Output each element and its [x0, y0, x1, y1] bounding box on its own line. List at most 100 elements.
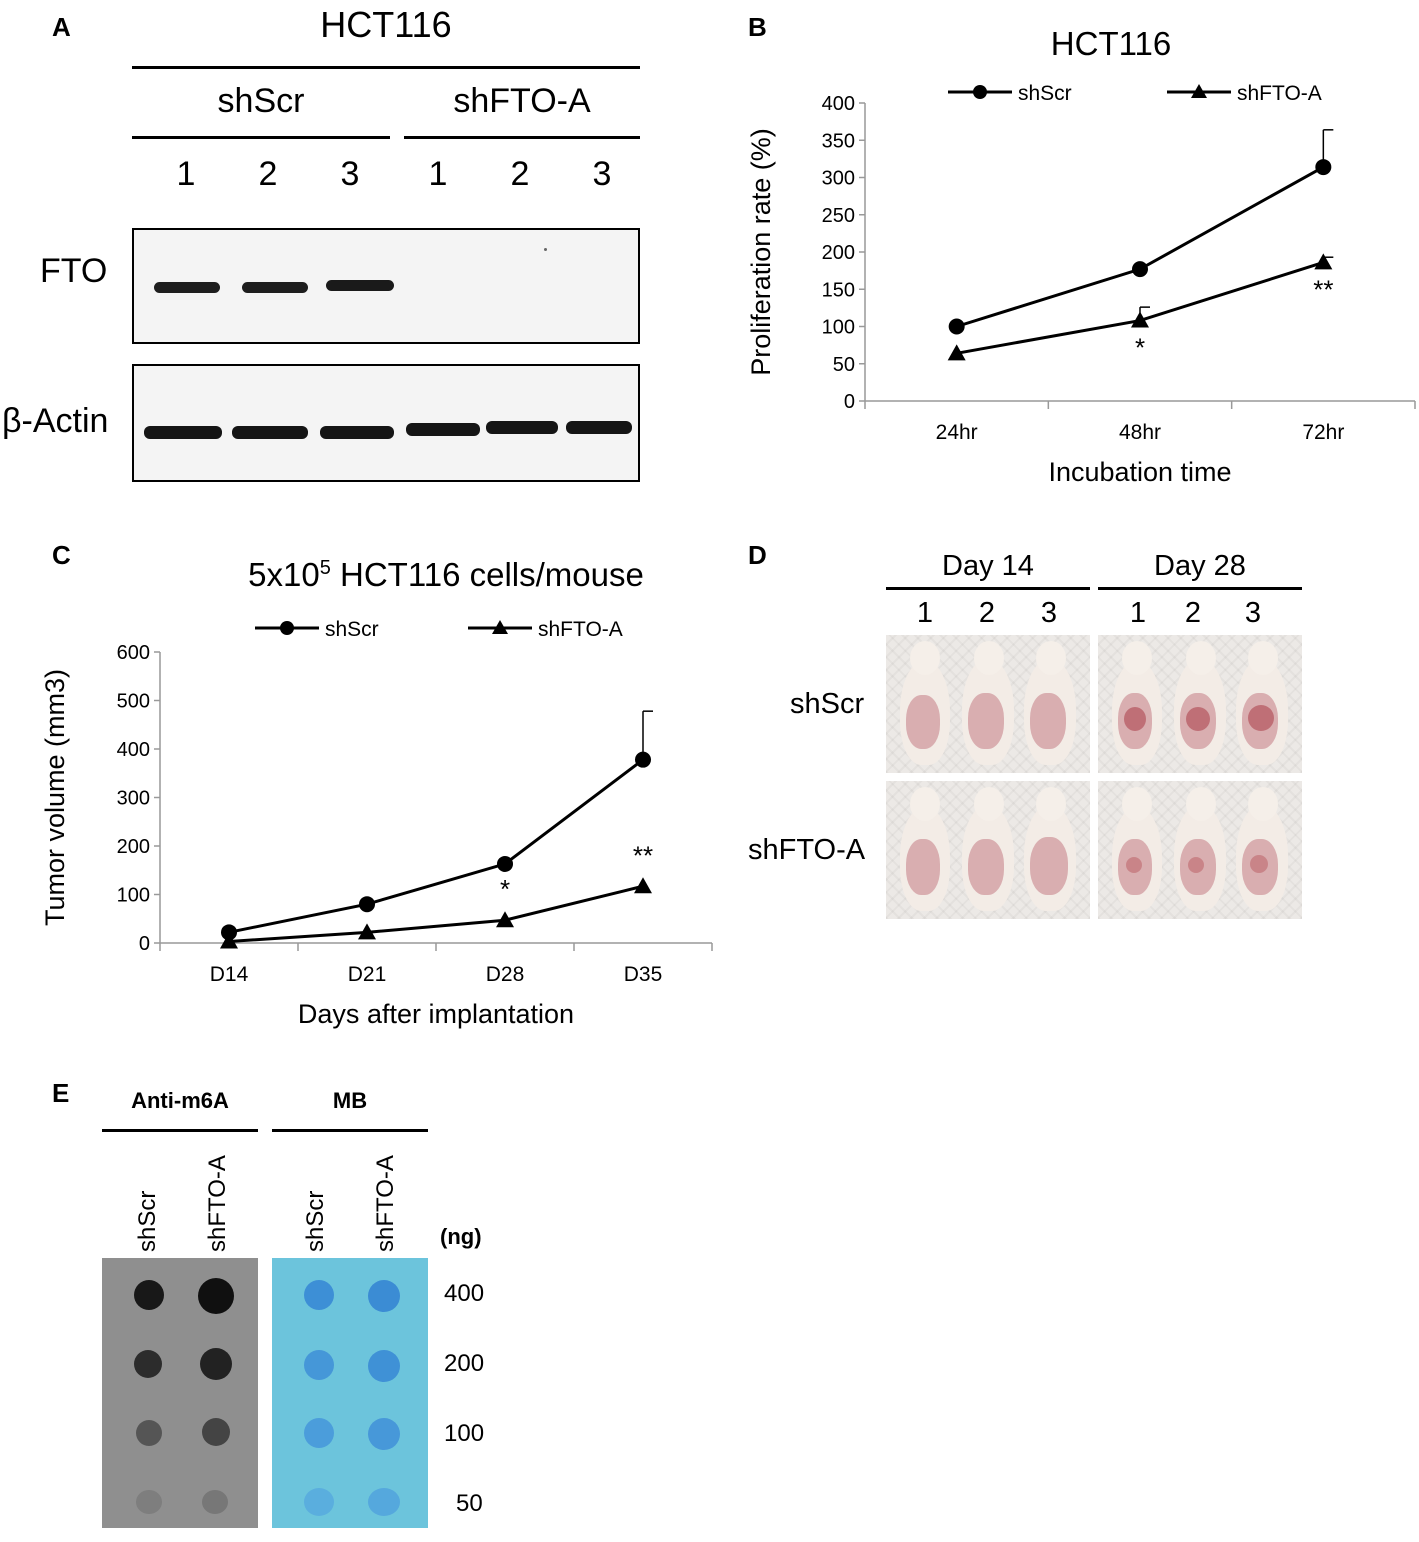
- dot: [198, 1278, 234, 1314]
- dot: [202, 1418, 230, 1446]
- day-label-28: Day 28: [1154, 550, 1246, 582]
- speck: [544, 248, 547, 251]
- dot-group-anti-m6a: Anti-m6A: [131, 1088, 229, 1113]
- title-underline: [132, 66, 640, 69]
- mouse-photo-shfto-day28: [1098, 781, 1302, 919]
- legend-marker: [492, 620, 508, 634]
- dot: [200, 1348, 232, 1380]
- actin-band: [566, 421, 632, 434]
- data-point: [634, 877, 652, 894]
- mouse-number: 3: [1040, 597, 1058, 629]
- amount-label: 200: [444, 1350, 485, 1377]
- x-axis-label: Incubation time: [1048, 457, 1231, 487]
- series-line-shScr: [956, 165, 1325, 328]
- x-tick-label: 24hr: [936, 421, 978, 444]
- y-tick-label: 300: [822, 168, 855, 190]
- panel-letter-c: C: [52, 540, 71, 570]
- mouse-photo-shscr-day28: [1098, 635, 1302, 773]
- series-line-shFTO-A: [228, 884, 644, 944]
- data-point: [497, 855, 513, 872]
- day28-underline: [1098, 587, 1302, 590]
- x-tick-label: 48hr: [1119, 421, 1161, 444]
- y-tick-label: 400: [117, 739, 150, 761]
- dot: [304, 1418, 334, 1448]
- y-tick-label: 400: [822, 93, 855, 115]
- row-label-shfto: shFTO-A: [748, 834, 866, 866]
- x-tick-label: D35: [624, 963, 663, 986]
- row-label-shscr: shScr: [790, 688, 865, 720]
- x-tick-label: D21: [348, 963, 387, 986]
- group-underline-shscr: [132, 136, 390, 139]
- amount-label: 100: [444, 1420, 485, 1447]
- data-point: [947, 344, 966, 361]
- chart-title: HCT116: [1051, 25, 1171, 62]
- dot: [136, 1490, 162, 1514]
- data-point: [1131, 311, 1149, 328]
- lane-label: 1: [176, 155, 196, 193]
- lane-label: 3: [592, 155, 612, 193]
- dot-lane-label: shFTO-A: [204, 1155, 231, 1252]
- legend-marker: [1191, 84, 1207, 98]
- data-point: [635, 751, 651, 768]
- dot: [368, 1418, 400, 1450]
- y-tick-label: 150: [822, 279, 855, 301]
- data-point: [220, 932, 238, 949]
- data-point: [221, 924, 237, 941]
- mouse-number: 1: [916, 597, 934, 629]
- fto-band: [326, 280, 394, 291]
- significance-mark: *: [1135, 333, 1145, 363]
- fto-band: [242, 282, 308, 293]
- amount-label: 400: [444, 1280, 485, 1307]
- y-tick-label: 200: [117, 836, 150, 858]
- dot: [134, 1350, 162, 1378]
- y-tick-label: 50: [833, 354, 855, 376]
- dot: [304, 1350, 334, 1380]
- x-tick-label: D28: [486, 963, 525, 986]
- data-point: [1132, 261, 1148, 278]
- mouse-number: 2: [978, 597, 996, 629]
- lane-label: 2: [258, 155, 278, 193]
- row-label-fto: FTO: [40, 252, 108, 290]
- dot-group-mb: MB: [332, 1088, 368, 1113]
- legend-label: shScr: [1018, 82, 1072, 105]
- data-point: [358, 923, 376, 940]
- anti-m6a-dot-blot: [102, 1258, 258, 1528]
- actin-band: [486, 421, 558, 434]
- day14-underline: [886, 587, 1090, 590]
- mb-dot-blot: [272, 1258, 428, 1528]
- dot: [368, 1350, 400, 1382]
- chart-b: HCT116 shScr shFTO-A 0 50 100 150 200 250 300 350 4…: [746, 25, 1416, 487]
- data-point: [1314, 253, 1333, 270]
- significance-mark: **: [633, 840, 653, 870]
- anti-m6a-underline: [102, 1129, 258, 1132]
- data-point: [1315, 159, 1332, 176]
- y-axis-label: Proliferation rate (%): [746, 128, 776, 376]
- y-tick-label: 300: [117, 788, 150, 810]
- x-tick-label: 72hr: [1302, 421, 1344, 444]
- blot-title: HCT116: [320, 4, 452, 45]
- panel-letter-e: E: [52, 1078, 70, 1108]
- mouse-number: 3: [1244, 597, 1262, 629]
- dot-lane-label: shScr: [134, 1190, 161, 1252]
- dot-lane-label: shScr: [302, 1190, 329, 1252]
- amount-label: 50: [456, 1490, 483, 1517]
- mb-underline: [272, 1129, 428, 1132]
- legend-label: shScr: [325, 618, 379, 641]
- actin-band: [144, 426, 222, 439]
- dot-lane-label: shFTO-A: [372, 1155, 399, 1252]
- y-tick-label: 100: [822, 317, 855, 339]
- day-label-14: Day 14: [942, 550, 1034, 582]
- dot: [304, 1488, 334, 1516]
- legend-label: shFTO-A: [1237, 82, 1322, 105]
- legend-label: shFTO-A: [538, 618, 623, 641]
- mouse-photo-shfto-day14: [886, 781, 1090, 919]
- blot-group-shscr: shScr: [217, 82, 305, 120]
- data-point: [359, 896, 375, 913]
- y-tick-label: 100: [117, 885, 150, 907]
- mouse-number: 1: [1129, 597, 1147, 629]
- significance-mark: *: [500, 874, 510, 904]
- y-axis-label: Tumor volume (mm3): [40, 669, 70, 926]
- x-tick-label: D14: [210, 963, 249, 986]
- y-tick-label: 500: [117, 691, 150, 713]
- group-underline-shfto: [404, 136, 640, 139]
